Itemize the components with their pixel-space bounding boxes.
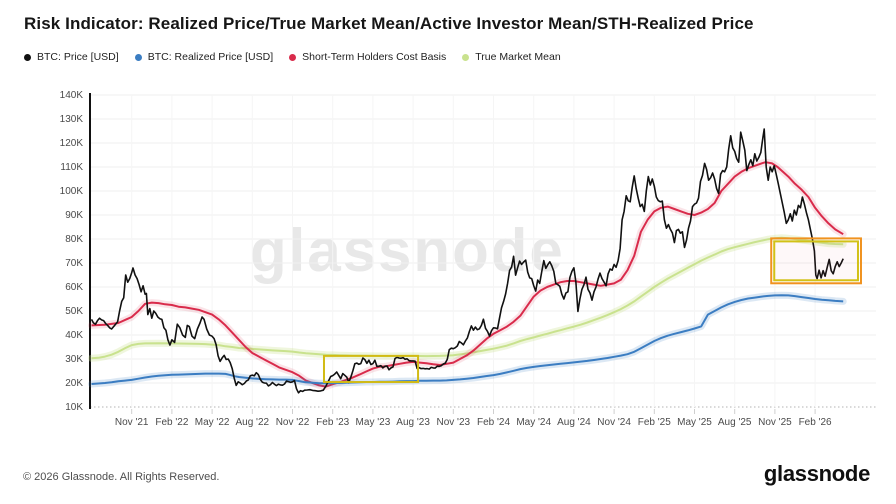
x-axis-tick-label: Aug '22	[235, 417, 269, 428]
y-axis-tick-label: 40K	[65, 330, 83, 341]
legend-dot-icon	[24, 53, 31, 61]
legend-label: Short-Term Holders Cost Basis	[302, 51, 447, 63]
x-axis-tick-label: May '23	[356, 417, 391, 428]
page-title: Risk Indicator: Realized Price/True Mark…	[24, 14, 754, 33]
legend-item-btc-realized-price-usd-[interactable]: BTC: Realized Price [USD]	[134, 51, 274, 63]
y-axis-tick-label: 120K	[60, 138, 84, 149]
y-axis-tick-label: 30K	[65, 354, 83, 365]
y-axis-tick-label: 100K	[60, 186, 84, 197]
x-axis-tick-label: Nov '25	[758, 417, 792, 428]
legend-label: BTC: Price [USD]	[37, 51, 119, 63]
highlight-box-2-outer	[770, 237, 862, 285]
x-axis-tick-label: Feb '24	[477, 417, 510, 428]
x-axis-tick-label: May '25	[677, 417, 712, 428]
y-axis-tick-label: 80K	[65, 234, 83, 245]
x-axis-tick-label: Feb '22	[155, 417, 188, 428]
x-axis-tick-label: Aug '25	[718, 417, 752, 428]
series-line-short-term-holders-cost-basis	[91, 161, 844, 388]
series-line-btc-price-usd-	[90, 128, 844, 394]
legend-item-btc-price-usd-[interactable]: BTC: Price [USD]	[24, 51, 119, 63]
legend-label: BTC: Realized Price [USD]	[147, 51, 274, 63]
copyright-text: © 2026 Glassnode. All Rights Reserved.	[23, 471, 220, 483]
y-axis-tick-label: 20K	[65, 378, 83, 389]
y-axis-tick-label: 90K	[65, 210, 83, 221]
x-axis-tick-label: Feb '26	[799, 417, 832, 428]
legend-item-short-term-holders-cost-basis[interactable]: Short-Term Holders Cost Basis	[289, 51, 446, 63]
highlight-box-1	[322, 354, 420, 384]
legend-dot-icon	[289, 53, 297, 61]
chart-legend: BTC: Price [USD] BTC: Realized Price [USD…	[24, 51, 561, 63]
glassnode-logo: glassnode	[763, 461, 870, 486]
x-axis-tick-label: Nov '21	[115, 417, 149, 428]
legend-label: True Market Mean	[475, 51, 561, 63]
x-axis-tick-label: Feb '25	[638, 417, 671, 428]
highlight-box-2	[773, 240, 859, 282]
y-axis-tick-label: 130K	[60, 114, 84, 125]
y-axis-tick-label: 50K	[65, 306, 83, 317]
x-axis-tick-label: Nov '22	[276, 417, 310, 428]
series-glow	[88, 234, 847, 362]
x-axis-tick-label: May '24	[516, 417, 551, 428]
x-axis-tick-label: May '22	[195, 417, 230, 428]
legend-item-true-market-mean[interactable]: True Market Mean	[462, 51, 561, 63]
y-axis-tick-label: 140K	[60, 90, 84, 101]
x-axis-tick-label: Aug '23	[396, 417, 430, 428]
x-axis-tick-label: Aug '24	[557, 417, 591, 428]
series-line-btc-realized-price-usd-	[91, 294, 844, 385]
series-glow	[88, 158, 847, 391]
x-axis-tick-label: Feb '23	[316, 417, 349, 428]
legend-dot-icon	[462, 53, 470, 61]
x-axis-tick-label: Nov '23	[437, 417, 471, 428]
y-axis-tick-label: 10K	[65, 402, 83, 413]
glassnode-watermark: glassnode	[250, 217, 565, 284]
legend-dot-icon	[134, 53, 142, 61]
x-axis-tick-label: Nov '24	[597, 417, 631, 428]
series-line-true-market-mean	[91, 236, 844, 360]
y-axis-tick-label: 70K	[65, 258, 83, 269]
y-axis-tick-label: 60K	[65, 282, 83, 293]
y-axis-tick-label: 110K	[60, 162, 83, 173]
